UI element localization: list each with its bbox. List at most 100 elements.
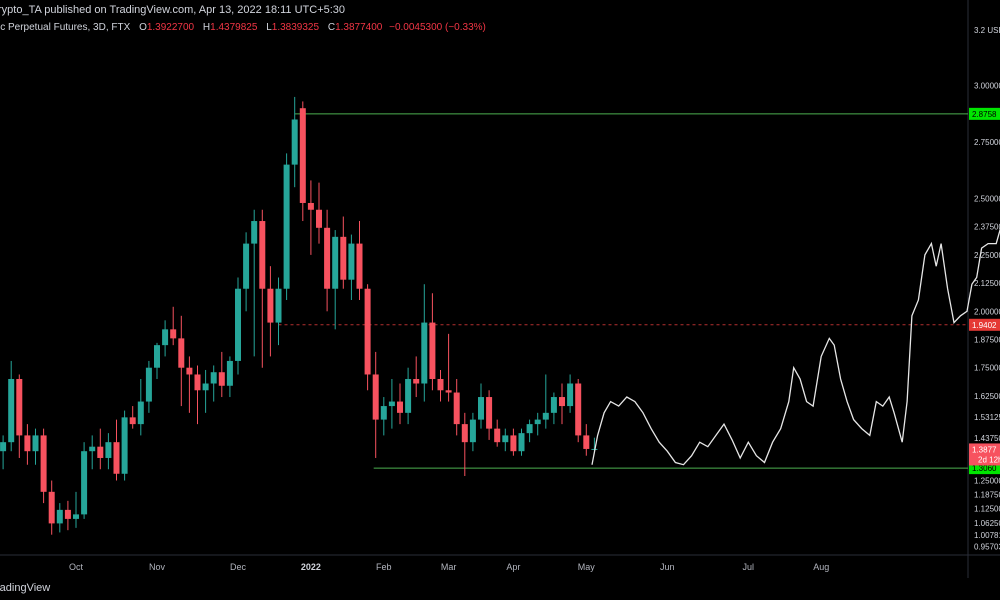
candle-body[interactable] (97, 446, 104, 458)
price-tick-label: 3.00000 (974, 82, 1000, 91)
price-tick-label: 2.12500 (974, 279, 1000, 288)
candle-body[interactable] (275, 288, 282, 323)
candle-body[interactable] (129, 417, 136, 425)
candle-body[interactable] (494, 428, 501, 443)
candle-body[interactable] (16, 378, 23, 436)
candle-body[interactable] (583, 435, 590, 449)
candle-body[interactable] (48, 491, 55, 524)
time-tick-label: Aug (813, 562, 829, 572)
candle-body[interactable] (348, 243, 355, 280)
price-tick-label: 1.12500 (974, 505, 1000, 514)
time-tick-label: Oct (69, 562, 84, 572)
candle-body[interactable] (243, 243, 250, 289)
price-tick-label: 2.75000 (974, 138, 1000, 147)
candle-body[interactable] (105, 442, 112, 458)
candle-body[interactable] (56, 509, 63, 524)
candle-body[interactable] (267, 288, 274, 323)
candle-body[interactable] (478, 397, 484, 420)
candle-body[interactable] (299, 108, 306, 203)
candle-body[interactable] (283, 164, 290, 289)
candle-body[interactable] (218, 372, 225, 386)
candle-body[interactable] (526, 424, 533, 434)
candle-body[interactable] (372, 374, 379, 420)
candle-body[interactable] (291, 119, 298, 165)
candle-body[interactable] (332, 236, 339, 289)
candle-body[interactable] (202, 383, 209, 391)
tradingview-brand[interactable]: radingView (0, 582, 51, 594)
projection-path (591, 227, 1000, 466)
candle-body[interactable] (0, 442, 7, 452)
candle-body[interactable] (461, 424, 468, 443)
close-value: 1.3877400 (335, 22, 383, 33)
candle-body[interactable] (210, 372, 217, 384)
candle-body[interactable] (307, 202, 314, 210)
candle-body[interactable] (380, 406, 387, 420)
low-label: L (266, 22, 272, 33)
candle-body[interactable] (24, 435, 31, 452)
candle-body[interactable] (567, 383, 574, 407)
candle-body[interactable] (113, 442, 120, 474)
price-tick-label: 1.75000 (974, 364, 1000, 373)
time-tick-label: Feb (376, 562, 392, 572)
candle-body[interactable] (413, 378, 420, 384)
close-label: C (327, 22, 336, 33)
candle-body[interactable] (64, 509, 71, 519)
candle-body[interactable] (429, 322, 436, 379)
candle-body[interactable] (73, 514, 79, 519)
time-tick-label: 2022 (301, 562, 321, 572)
candle-body[interactable] (575, 383, 582, 436)
candle-body[interactable] (421, 322, 428, 384)
candle-body[interactable] (226, 360, 233, 386)
candle-body[interactable] (388, 401, 395, 407)
candle-body[interactable] (145, 367, 152, 402)
candle-body[interactable] (405, 378, 412, 413)
high-value: 1.4379825 (210, 22, 258, 33)
candle-body[interactable] (89, 446, 96, 452)
candle-body[interactable] (316, 209, 322, 228)
candle-body[interactable] (542, 412, 549, 420)
candle-body[interactable] (154, 345, 160, 368)
candle-body[interactable] (340, 236, 347, 280)
price-axis-unit: 3.2 USD (974, 26, 1000, 35)
candle-body[interactable] (469, 419, 476, 443)
candle-body[interactable] (186, 367, 193, 375)
level-tag-mid: 1.9402 (972, 321, 997, 330)
candle-body[interactable] (121, 417, 128, 474)
candle-body[interactable] (259, 221, 266, 289)
candle-body[interactable] (251, 221, 258, 244)
candle-body[interactable] (170, 329, 177, 339)
candle-body[interactable] (445, 390, 452, 393)
candle-body[interactable] (486, 397, 493, 429)
footer-bar: radingView (0, 578, 1000, 600)
candle-body[interactable] (397, 401, 403, 413)
price-tick-label: 2.00000 (974, 307, 1000, 316)
candle-body[interactable] (32, 435, 39, 452)
candle-body[interactable] (559, 397, 565, 407)
time-tick-label: Jun (660, 562, 675, 572)
candle-body[interactable] (194, 374, 201, 391)
candle-body[interactable] (324, 227, 331, 289)
level-tag-bottom: 1.3060 (972, 464, 997, 473)
candle-body[interactable] (364, 288, 371, 375)
candle-body[interactable] (356, 243, 363, 289)
symbol-title[interactable]: ic Perpetual Futures, 3D, FTX (0, 22, 131, 33)
candle-body[interactable] (81, 451, 88, 515)
candle-body[interactable] (235, 288, 241, 361)
candle-body[interactable] (534, 419, 541, 425)
price-tick-label: 2.50000 (974, 194, 1000, 203)
candle-body[interactable] (550, 397, 557, 413)
candle-body[interactable] (502, 435, 509, 443)
candle-body[interactable] (8, 378, 15, 443)
candle-body[interactable] (510, 435, 517, 452)
candle-body[interactable] (437, 378, 444, 391)
candle-body[interactable] (162, 329, 169, 346)
candle-body[interactable] (518, 433, 525, 452)
candle-body[interactable] (453, 392, 460, 425)
price-tick-label: 1.87500 (974, 336, 1000, 345)
candle-body[interactable] (178, 338, 185, 368)
candle-body[interactable] (40, 435, 47, 492)
price-tick-label: 1.18750 (974, 491, 1000, 500)
time-tick-label: Mar (441, 562, 457, 572)
candle-body[interactable] (137, 401, 144, 425)
